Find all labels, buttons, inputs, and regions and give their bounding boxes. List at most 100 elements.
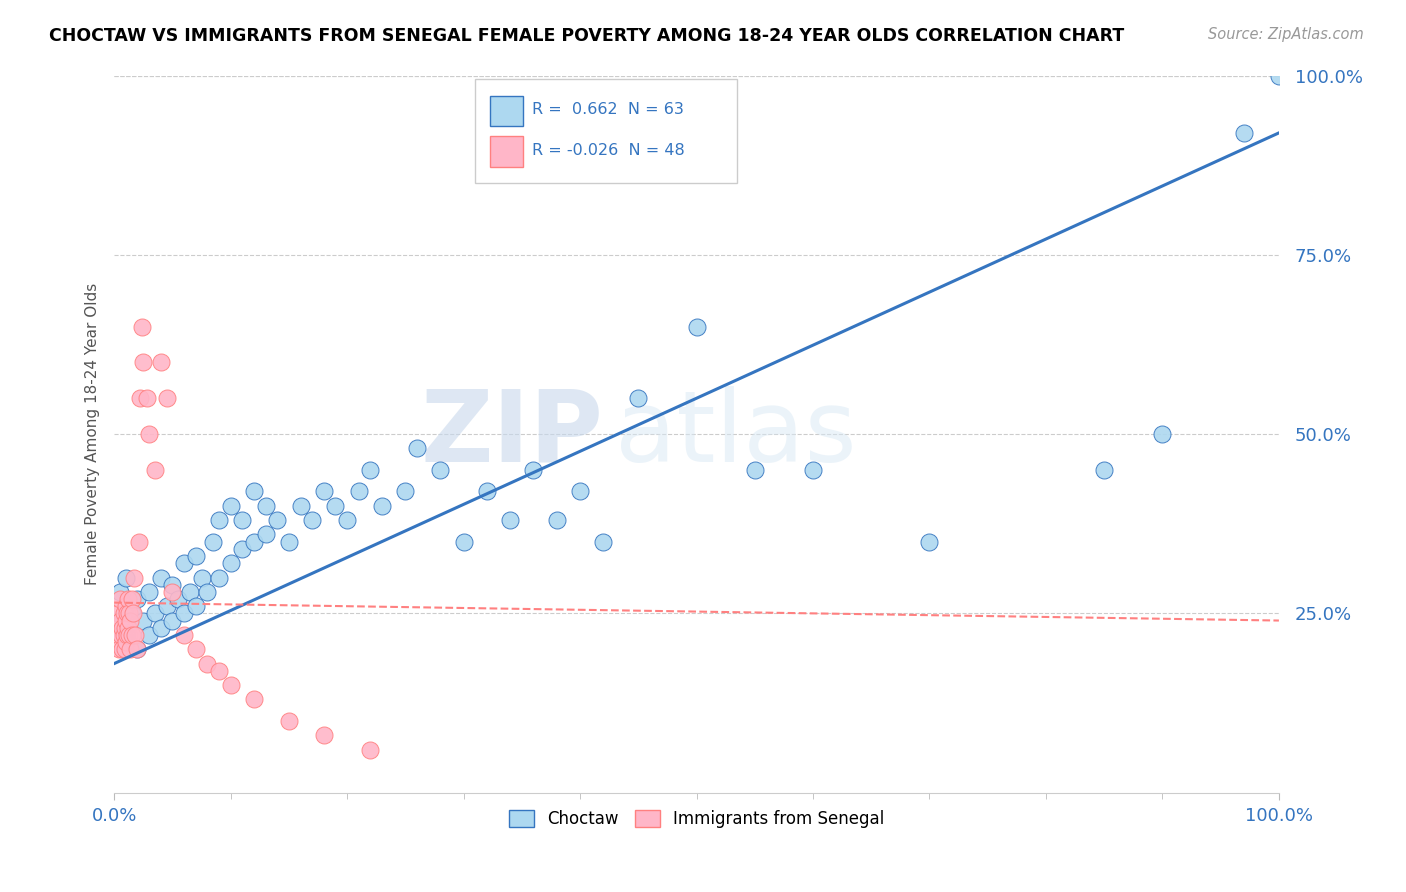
- Point: [117, 621, 139, 635]
- Point: [184, 549, 207, 563]
- Point: [112, 607, 135, 621]
- Point: [108, 614, 131, 628]
- Point: [359, 742, 381, 756]
- Legend: Choctaw, Immigrants from Senegal: Choctaw, Immigrants from Senegal: [502, 803, 891, 835]
- Point: [114, 570, 136, 584]
- Point: [115, 607, 138, 621]
- Point: [195, 657, 218, 671]
- Point: [121, 592, 143, 607]
- Point: [138, 427, 160, 442]
- Point: [111, 621, 134, 635]
- Point: [453, 534, 475, 549]
- Point: [394, 484, 416, 499]
- Point: [301, 513, 323, 527]
- Point: [744, 463, 766, 477]
- Point: [121, 607, 143, 621]
- Text: CHOCTAW VS IMMIGRANTS FROM SENEGAL FEMALE POVERTY AMONG 18-24 YEAR OLDS CORRELAT: CHOCTAW VS IMMIGRANTS FROM SENEGAL FEMAL…: [49, 27, 1125, 45]
- Point: [108, 585, 131, 599]
- Point: [184, 642, 207, 657]
- Point: [190, 570, 212, 584]
- Point: [173, 628, 195, 642]
- Point: [110, 628, 132, 642]
- Point: [195, 585, 218, 599]
- Point: [208, 570, 231, 584]
- Point: [231, 541, 253, 556]
- Point: [162, 585, 184, 599]
- Point: [685, 319, 707, 334]
- Point: [138, 628, 160, 642]
- Point: [231, 513, 253, 527]
- Point: [115, 628, 138, 642]
- Point: [406, 442, 429, 456]
- Point: [336, 513, 359, 527]
- Point: [138, 585, 160, 599]
- Point: [312, 728, 335, 742]
- FancyBboxPatch shape: [491, 95, 523, 126]
- Point: [127, 642, 149, 657]
- Point: [254, 527, 277, 541]
- Point: [111, 642, 134, 657]
- Point: [627, 391, 650, 405]
- Point: [155, 599, 177, 614]
- Point: [522, 463, 544, 477]
- Point: [277, 714, 299, 728]
- Point: [429, 463, 451, 477]
- Point: [359, 463, 381, 477]
- Point: [114, 614, 136, 628]
- Point: [219, 678, 242, 692]
- Point: [243, 534, 266, 549]
- Point: [155, 391, 177, 405]
- Point: [277, 534, 299, 549]
- Point: [114, 642, 136, 657]
- Point: [120, 642, 142, 657]
- Point: [132, 614, 155, 628]
- Point: [149, 570, 172, 584]
- Point: [202, 534, 225, 549]
- Text: atlas: atlas: [614, 385, 856, 483]
- Point: [167, 592, 190, 607]
- Point: [117, 592, 139, 607]
- Point: [149, 621, 172, 635]
- Point: [124, 628, 146, 642]
- Point: [114, 635, 136, 649]
- Point: [546, 513, 568, 527]
- Point: [132, 355, 155, 369]
- Text: Source: ZipAtlas.com: Source: ZipAtlas.com: [1208, 27, 1364, 42]
- Point: [121, 607, 143, 621]
- Point: [592, 534, 614, 549]
- Point: [118, 607, 141, 621]
- Point: [128, 534, 150, 549]
- Point: [266, 513, 288, 527]
- Point: [243, 692, 266, 706]
- Point: [569, 484, 592, 499]
- Point: [114, 621, 136, 635]
- FancyBboxPatch shape: [475, 79, 737, 183]
- Point: [108, 642, 131, 657]
- Text: R = -0.026  N = 48: R = -0.026 N = 48: [533, 144, 685, 158]
- Point: [173, 607, 195, 621]
- Point: [122, 570, 145, 584]
- Point: [118, 628, 141, 642]
- Text: R =  0.662  N = 63: R = 0.662 N = 63: [533, 103, 685, 118]
- Point: [243, 484, 266, 499]
- Text: ZIP: ZIP: [420, 385, 603, 483]
- Point: [475, 484, 498, 499]
- Point: [105, 628, 128, 642]
- FancyBboxPatch shape: [491, 136, 523, 167]
- Point: [347, 484, 370, 499]
- Point: [1092, 463, 1115, 477]
- Point: [1233, 126, 1256, 140]
- Point: [162, 577, 184, 591]
- Point: [112, 628, 135, 642]
- Point: [325, 499, 347, 513]
- Point: [108, 592, 131, 607]
- Point: [114, 599, 136, 614]
- Y-axis label: Female Poverty Among 18-24 Year Olds: Female Poverty Among 18-24 Year Olds: [86, 283, 100, 585]
- Point: [127, 592, 149, 607]
- Point: [143, 463, 166, 477]
- Point: [107, 607, 129, 621]
- Point: [131, 319, 153, 334]
- Point: [371, 499, 394, 513]
- Point: [254, 499, 277, 513]
- Point: [114, 628, 136, 642]
